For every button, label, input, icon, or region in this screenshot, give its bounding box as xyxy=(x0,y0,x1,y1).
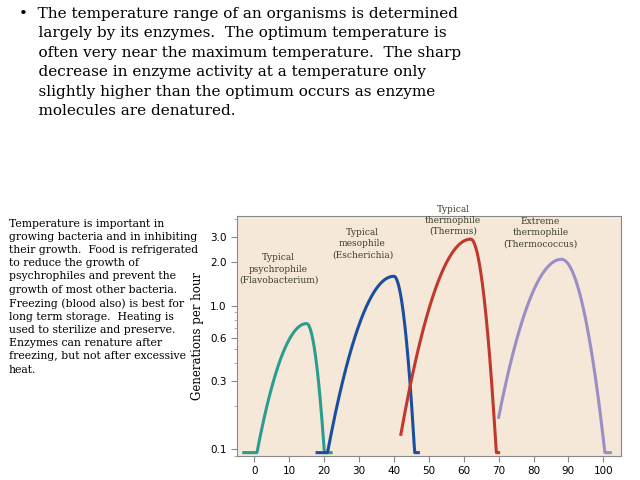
Text: Typical
thermophile
(Thermus): Typical thermophile (Thermus) xyxy=(425,205,481,236)
Text: Extreme
thermophile
(Thermococcus): Extreme thermophile (Thermococcus) xyxy=(504,217,578,248)
Text: Typical
psychrophile
(Flavobacterium): Typical psychrophile (Flavobacterium) xyxy=(239,253,318,285)
Text: Typical
mesophile
(Escherichia): Typical mesophile (Escherichia) xyxy=(332,228,393,259)
Text: •  The temperature range of an organisms is determined
    largely by its enzyme: • The temperature range of an organisms … xyxy=(19,7,461,118)
Text: Temperature is important in
growing bacteria and in inhibiting
their growth.  Fo: Temperature is important in growing bact… xyxy=(9,219,198,374)
Y-axis label: Generations per hour: Generations per hour xyxy=(191,272,204,400)
